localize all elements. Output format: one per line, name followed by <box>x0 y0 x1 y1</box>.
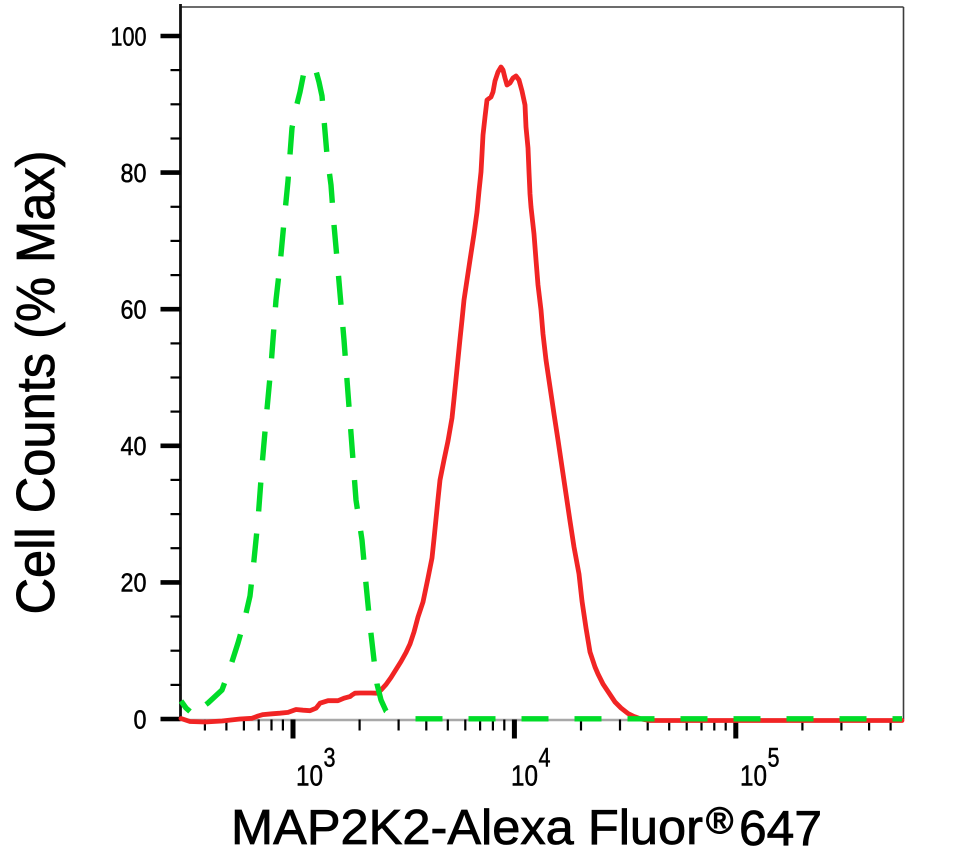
svg-text:647: 647 <box>739 801 822 856</box>
svg-text:10: 10 <box>296 761 323 793</box>
svg-text:60: 60 <box>121 295 147 325</box>
svg-text:3: 3 <box>324 743 336 773</box>
svg-text:®: ® <box>706 800 733 841</box>
svg-text:MAP2K2-Alexa Fluor: MAP2K2-Alexa Fluor <box>231 800 703 855</box>
svg-text:10: 10 <box>511 761 538 793</box>
svg-text:Cell Counts (% Max): Cell Counts (% Max) <box>6 151 66 615</box>
svg-text:10: 10 <box>740 761 767 793</box>
svg-text:4: 4 <box>539 743 551 773</box>
svg-text:0: 0 <box>134 704 147 734</box>
svg-text:80: 80 <box>121 158 147 188</box>
svg-text:100: 100 <box>111 21 147 51</box>
svg-text:5: 5 <box>768 743 780 773</box>
svg-text:40: 40 <box>121 431 147 461</box>
svg-text:20: 20 <box>121 568 147 598</box>
